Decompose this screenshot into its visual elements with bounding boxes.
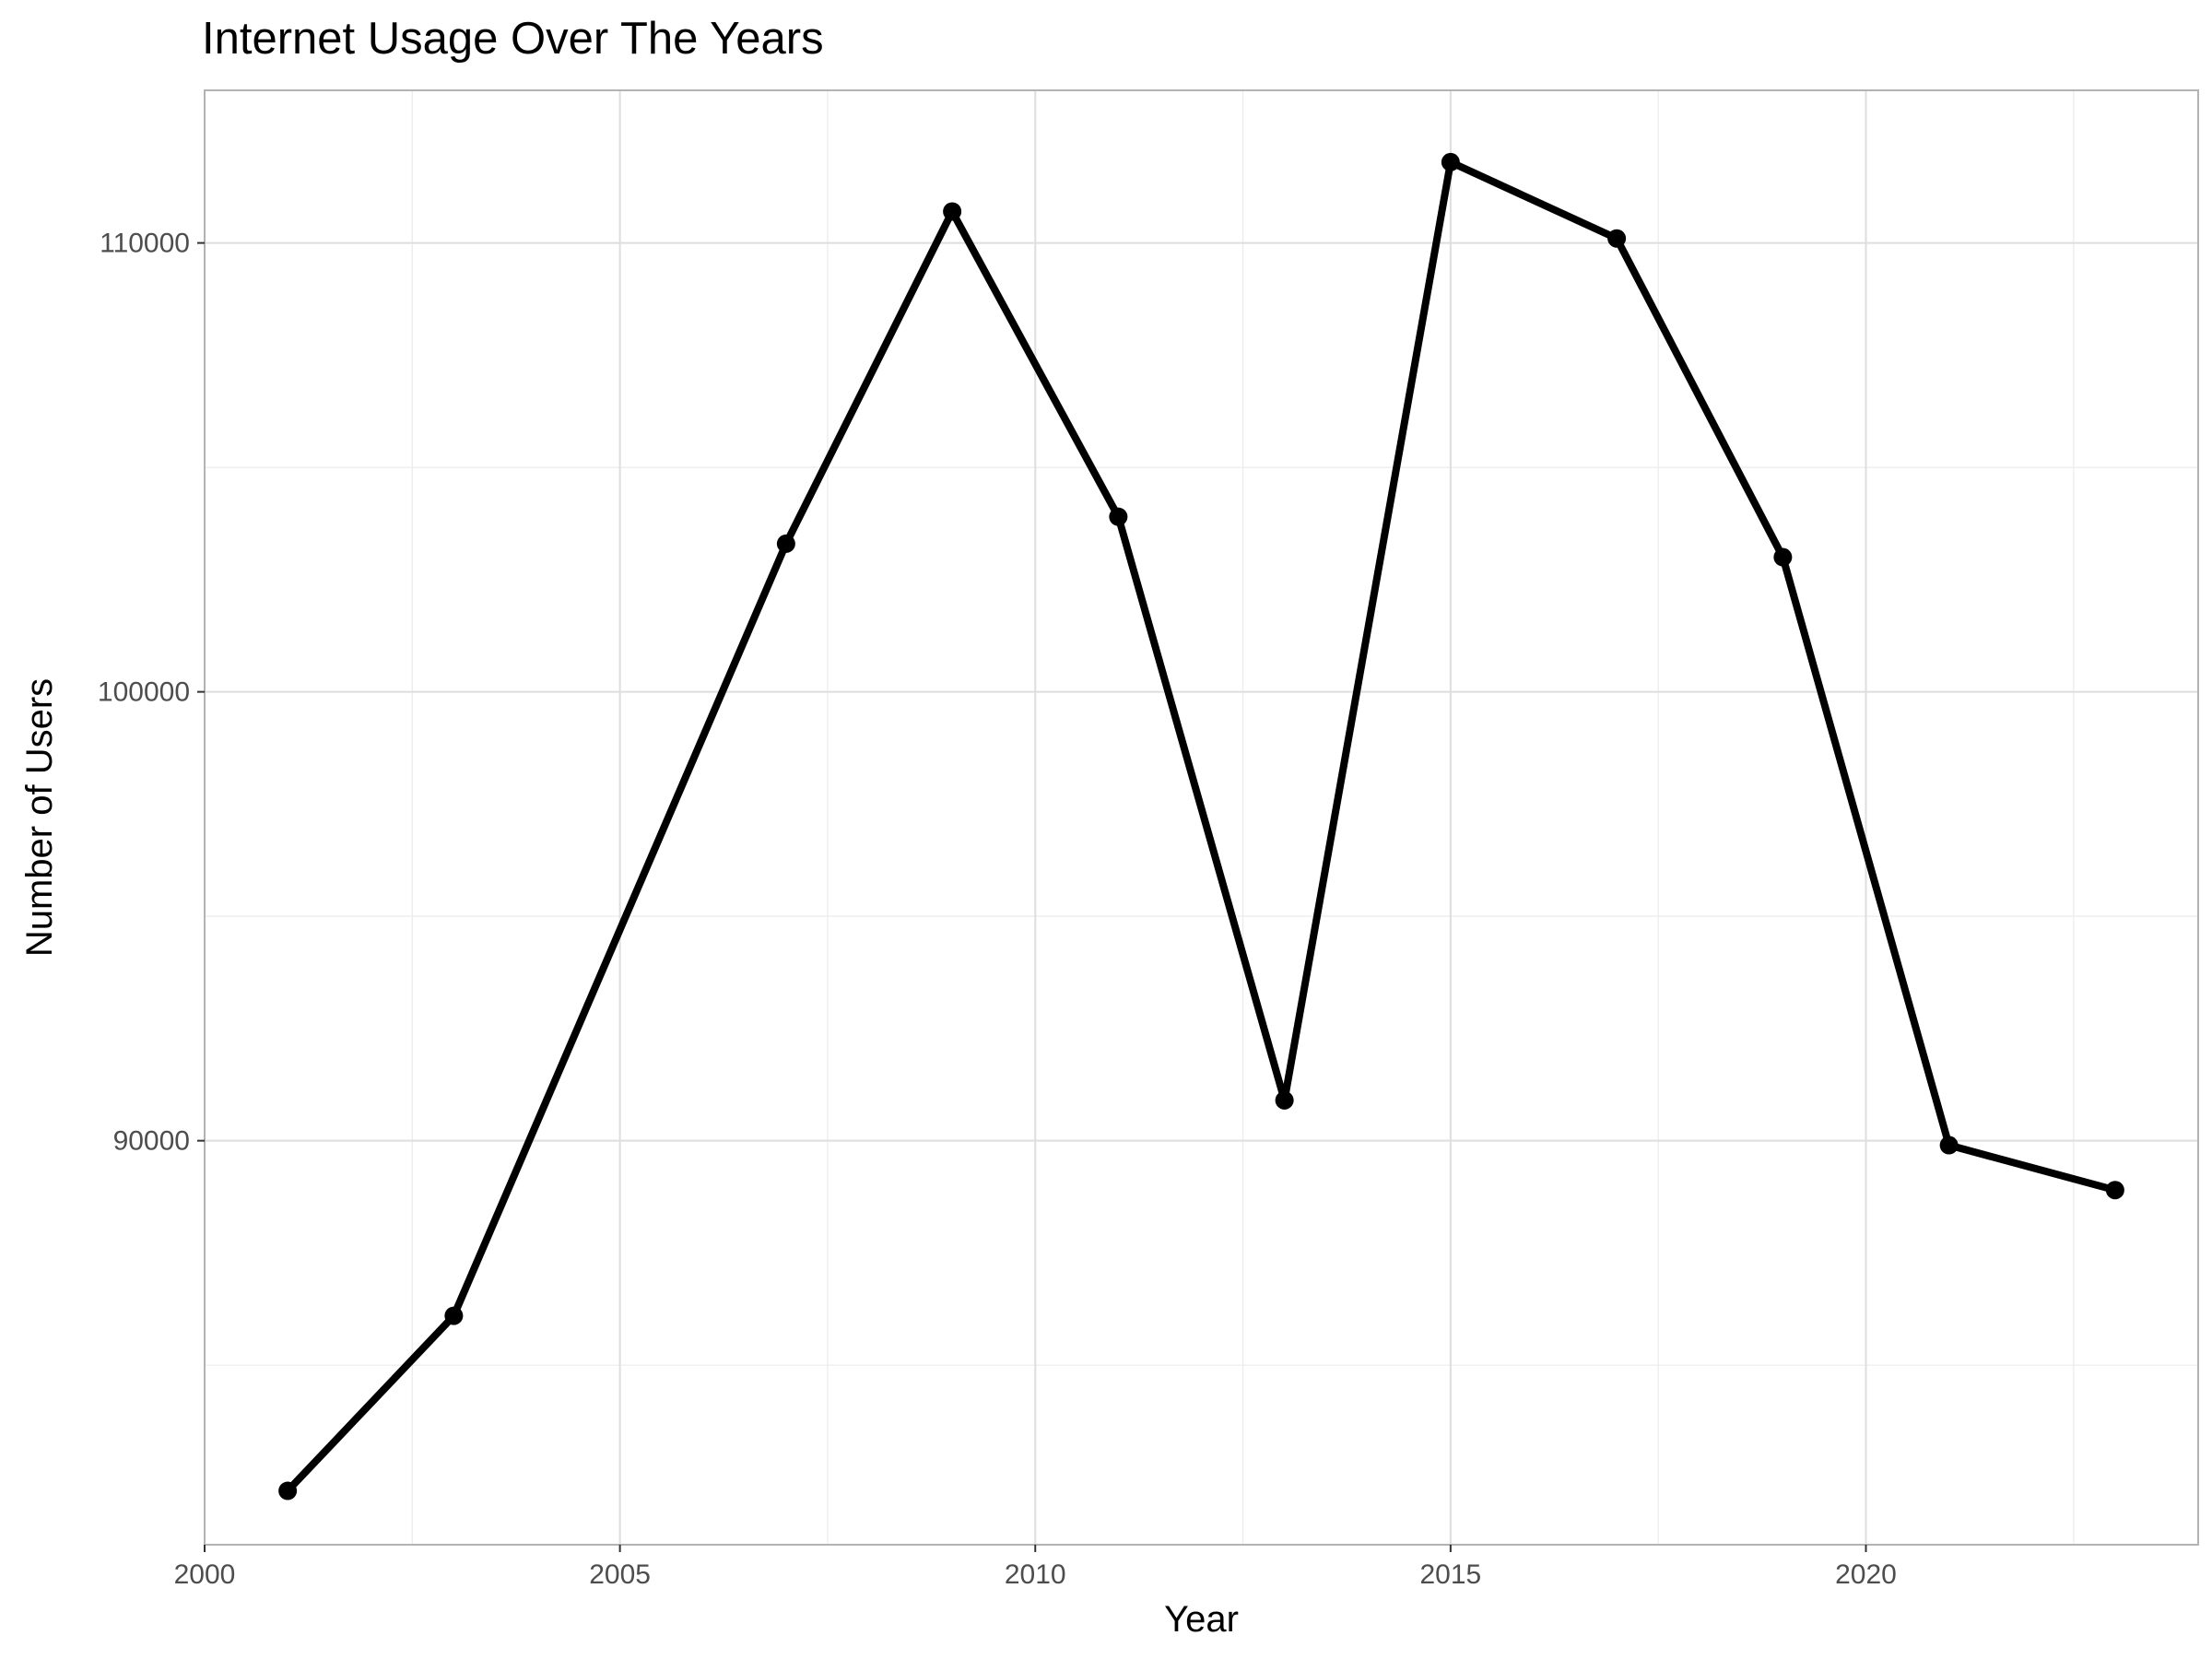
data-point: [1607, 229, 1627, 248]
chart-title: Internet Usage Over The Years: [202, 14, 824, 64]
data-point: [278, 1481, 298, 1500]
panel-border: [204, 89, 2199, 1546]
series-line: [284, 158, 2119, 1495]
y-axis-ticks: 90000 100000 110000: [98, 229, 205, 1157]
y-axis-title: Number of Users: [19, 678, 60, 957]
data-point: [2105, 1181, 2124, 1200]
x-axis-ticks: 2000 2005 2010 2015 2020: [174, 1545, 1897, 1590]
x-axis-title: Year: [1164, 1599, 1239, 1640]
data-point: [1275, 1090, 1294, 1110]
data-point: [1441, 152, 1460, 171]
x-tick-label: 2005: [589, 1559, 651, 1590]
x-tick-label: 2015: [1420, 1559, 1482, 1590]
x-tick-label: 2010: [1005, 1559, 1066, 1590]
data-point: [444, 1306, 464, 1325]
x-tick-label: 2020: [1835, 1559, 1897, 1590]
data-point: [1773, 547, 1793, 567]
y-tick-label: 100000: [98, 677, 190, 708]
data-point: [943, 202, 962, 221]
y-tick-label: 110000: [100, 229, 190, 259]
data-point: [1939, 1135, 1959, 1155]
series-layer: [278, 152, 2124, 1500]
data-point: [1109, 507, 1128, 526]
x-tick-label: 2000: [174, 1559, 236, 1590]
y-tick-label: 90000: [113, 1126, 190, 1157]
data-point: [776, 534, 795, 553]
